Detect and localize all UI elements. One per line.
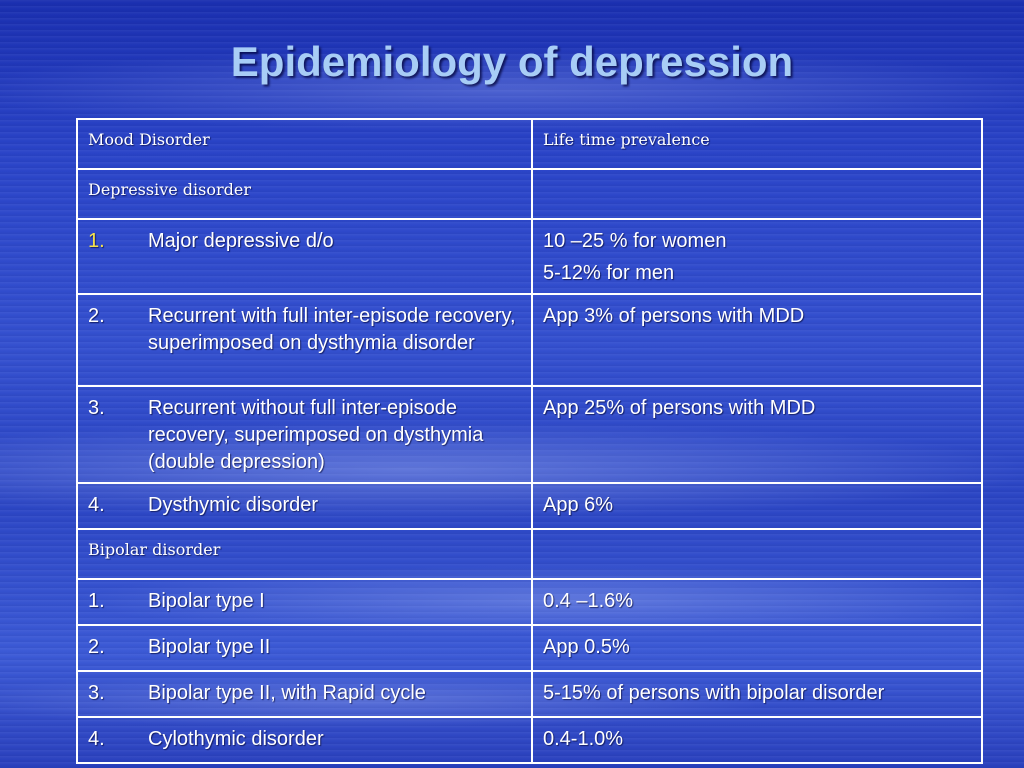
- table-row: 2. Bipolar type II App 0.5%: [76, 624, 983, 672]
- item-number: 2.: [88, 305, 105, 327]
- disorder-name: Bipolar type II: [148, 636, 271, 658]
- disorder-name: Recurrent with full inter-episode recove…: [148, 305, 516, 354]
- prevalence-table: Mood Disorder Life time prevalence Depre…: [76, 118, 983, 764]
- prevalence-cell: 10 –25 % for women 5-12% for men: [531, 218, 983, 295]
- item-number: 3.: [88, 682, 105, 704]
- table-row: 2. Recurrent with full inter-episode rec…: [76, 293, 983, 387]
- prevalence-value: App 0.5%: [543, 636, 630, 658]
- table-header-row: Mood Disorder Life time prevalence: [76, 118, 983, 170]
- disorder-cell: 3. Bipolar type II, with Rapid cycle: [76, 670, 533, 718]
- disorder-cell: 4. Dysthymic disorder: [76, 482, 533, 530]
- prevalence-value: 10 –25 % for women: [543, 230, 727, 252]
- slide-title: Epidemiology of depression: [230, 38, 794, 85]
- disorder-cell: 2. Recurrent with full inter-episode rec…: [76, 293, 533, 387]
- table-row: 4. Dysthymic disorder App 6%: [76, 482, 983, 530]
- table-row: 1. Major depressive d/o 10 –25 % for wom…: [76, 218, 983, 295]
- section-row-bipolar: Bipolar disorder: [76, 528, 983, 580]
- table-row: 1. Bipolar type I 0.4 –1.6%: [76, 578, 983, 626]
- disorder-cell: 1. Major depressive d/o: [76, 218, 533, 295]
- disorder-name: Bipolar type II, with Rapid cycle: [148, 682, 426, 704]
- prevalence-cell: 0.4-1.0%: [531, 716, 983, 764]
- header-mood-disorder: Mood Disorder: [76, 118, 533, 170]
- prevalence-value: 5-12% for men: [543, 262, 675, 284]
- prevalence-value: 0.4 –1.6%: [543, 590, 634, 612]
- disorder-cell: 1. Bipolar type I: [76, 578, 533, 626]
- item-number: 2.: [88, 636, 105, 658]
- disorder-name: Bipolar type I: [148, 590, 265, 612]
- item-number: 3.: [88, 397, 105, 419]
- section-heading: Depressive disorder: [76, 168, 533, 220]
- item-number: 4.: [88, 728, 105, 750]
- disorder-name: Recurrent without full inter-episode rec…: [148, 397, 484, 473]
- prevalence-cell: App 3% of persons with MDD: [531, 293, 983, 387]
- section-row-depressive: Depressive disorder: [76, 168, 983, 220]
- item-number: 1.: [88, 230, 105, 252]
- table-row: 3. Recurrent without full inter-episode …: [76, 385, 983, 484]
- section-heading: Bipolar disorder: [76, 528, 533, 580]
- table-row: 3. Bipolar type II, with Rapid cycle 5-1…: [76, 670, 983, 718]
- prevalence-cell: 0.4 –1.6%: [531, 578, 983, 626]
- header-lifetime-prevalence: Life time prevalence: [531, 118, 983, 170]
- disorder-cell: 2. Bipolar type II: [76, 624, 533, 672]
- section-empty-cell: [531, 168, 983, 220]
- prevalence-cell: App 25% of persons with MDD: [531, 385, 983, 484]
- prevalence-value: 5-15% of persons with bipolar disorder: [543, 682, 885, 704]
- disorder-name: Dysthymic disorder: [148, 494, 319, 516]
- item-number: 4.: [88, 494, 105, 516]
- item-number: 1.: [88, 590, 105, 612]
- prevalence-value: App 3% of persons with MDD: [543, 305, 805, 327]
- disorder-name: Major depressive d/o: [148, 230, 334, 252]
- prevalence-value: 0.4-1.0%: [543, 728, 624, 750]
- section-empty-cell: [531, 528, 983, 580]
- prevalence-value: App 6%: [543, 494, 614, 516]
- prevalence-cell: App 6%: [531, 482, 983, 530]
- prevalence-cell: App 0.5%: [531, 624, 983, 672]
- prevalence-cell: 5-15% of persons with bipolar disorder: [531, 670, 983, 718]
- disorder-cell: 3. Recurrent without full inter-episode …: [76, 385, 533, 484]
- prevalence-value: App 25% of persons with MDD: [543, 397, 816, 419]
- table-row: 4. Cylothymic disorder 0.4-1.0%: [76, 716, 983, 764]
- disorder-cell: 4. Cylothymic disorder: [76, 716, 533, 764]
- disorder-name: Cylothymic disorder: [148, 728, 324, 750]
